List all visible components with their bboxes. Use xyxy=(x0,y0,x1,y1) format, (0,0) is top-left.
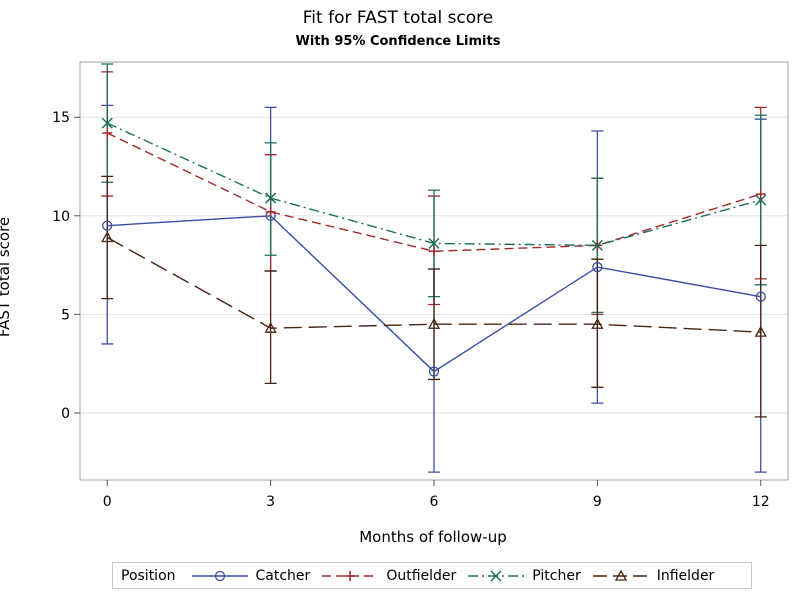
catcher-series-line xyxy=(107,215,761,373)
infielder-point xyxy=(101,231,114,243)
y-tick-label: 0 xyxy=(61,406,70,422)
pitcher-point xyxy=(755,194,767,206)
chart-title: Fit for FAST total score xyxy=(302,8,494,28)
legend-swatch-infielder xyxy=(592,569,649,581)
catcher-point xyxy=(755,291,766,302)
legend-marker-pitcher xyxy=(490,569,502,582)
legend-label-infielder: Infielder xyxy=(656,567,715,584)
legend-marker-catcher xyxy=(214,570,225,581)
legend-item-outfielder: Outfielder xyxy=(320,568,456,584)
legend-item-pitcher: Pitcher xyxy=(466,567,581,584)
catcher-point xyxy=(102,220,113,231)
y-tick-label: 15 xyxy=(52,110,70,126)
legend-swatch-catcher xyxy=(191,570,248,581)
pitcher-point xyxy=(428,237,440,249)
infielder-point xyxy=(427,317,441,329)
catcher-point xyxy=(592,261,603,273)
y-tick-label: 5 xyxy=(61,307,70,323)
x-tick-label: 9 xyxy=(593,494,602,510)
x-tick-label: 3 xyxy=(266,494,275,510)
legend-item-catcher: Catcher xyxy=(190,567,311,584)
legend-item-infielder: Infielder xyxy=(591,567,715,584)
outfielder-point xyxy=(429,246,439,257)
infielder-error-bar xyxy=(754,244,767,418)
x-axis-label: Months of follow-up xyxy=(359,528,507,546)
infielder-point xyxy=(591,317,604,329)
outfielder-point xyxy=(102,127,113,138)
pitcher-point xyxy=(591,239,603,251)
infielder-point xyxy=(754,325,767,337)
legend-title: Position xyxy=(121,567,176,584)
infielder-error-bar xyxy=(264,270,277,385)
y-axis-label: FAST total score xyxy=(0,216,13,338)
legend-swatch-pitcher xyxy=(468,569,525,582)
y-tick-label: 10 xyxy=(52,209,70,225)
outfielder-point xyxy=(265,206,276,217)
catcher-point xyxy=(428,366,440,377)
legend-label-outfielder: Outfielder xyxy=(386,567,457,584)
legend-swatch-outfielder xyxy=(322,570,379,581)
pitcher-point xyxy=(101,117,113,129)
x-tick-label: 12 xyxy=(752,494,770,510)
infielder-point xyxy=(264,321,277,333)
infielder-error-bar xyxy=(591,258,604,388)
x-tick-label: 6 xyxy=(430,494,439,510)
legend-label-pitcher: Pitcher xyxy=(532,567,581,584)
legend-marker-infielder xyxy=(614,569,627,581)
chart-subtitle: With 95% Confidence Limits xyxy=(295,34,501,49)
outfielder-point xyxy=(755,189,766,200)
infielder-series-line xyxy=(106,236,761,333)
legend-marker-outfielder xyxy=(345,570,356,581)
legend-label-catcher: Catcher xyxy=(255,567,311,584)
outfielder-series-line xyxy=(106,132,761,252)
x-tick-label: 0 xyxy=(103,494,112,510)
legend: Position Catcher Outfielder Pitcher Infield… xyxy=(112,562,752,589)
pitcher-point xyxy=(265,192,277,204)
